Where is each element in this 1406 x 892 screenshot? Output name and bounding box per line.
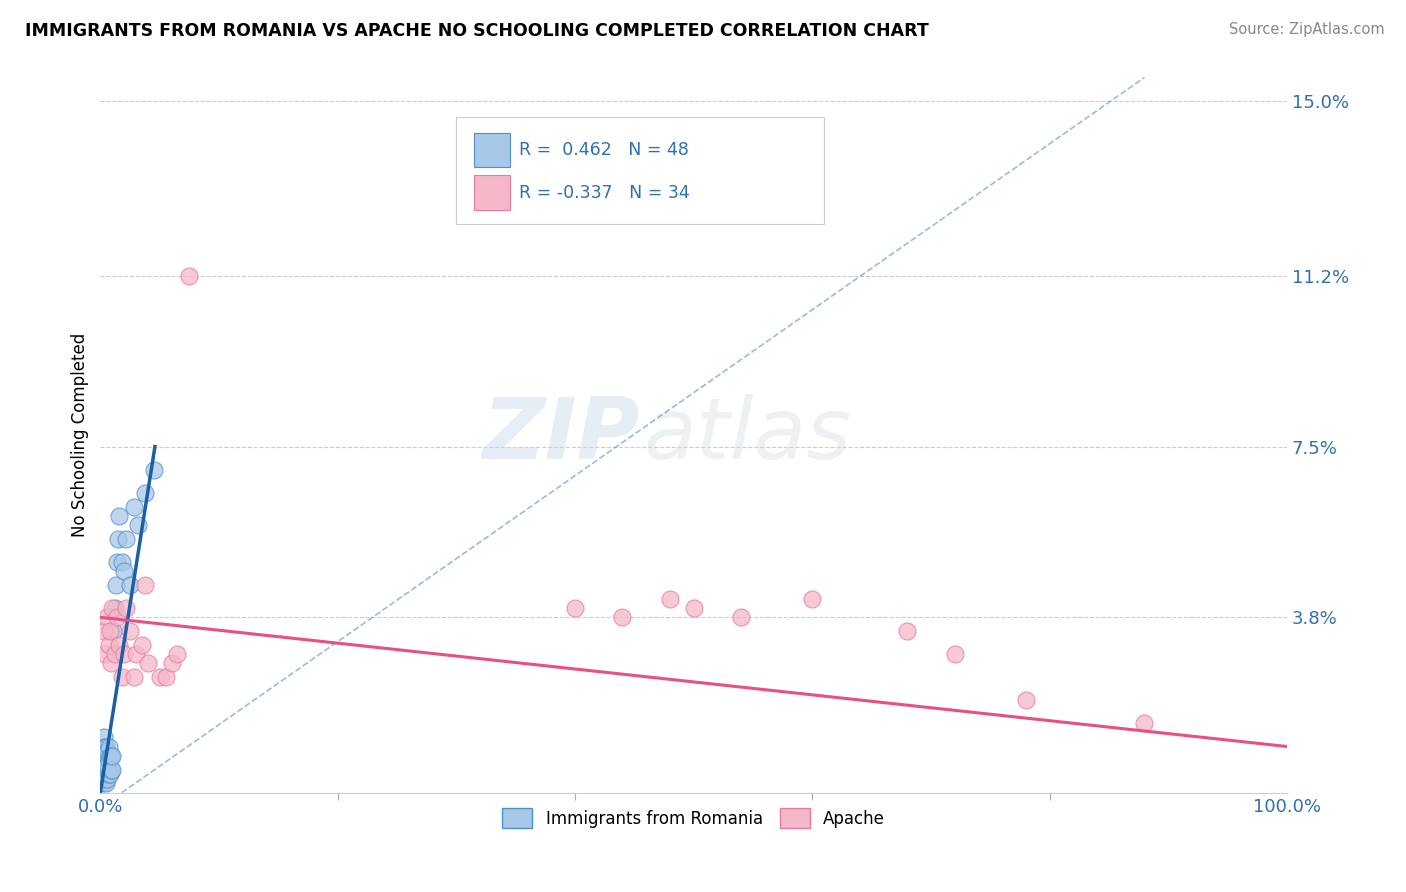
Point [91,767,114,781]
Point [96,744,118,758]
Point [101,763,124,777]
Point [103,647,125,661]
Point [115,532,138,546]
Point [142,463,165,477]
Point [91,758,114,772]
Point [564,601,586,615]
Point [112,647,135,661]
Y-axis label: No Schooling Completed: No Schooling Completed [72,333,89,537]
Point [108,508,131,523]
Point [96,767,118,781]
Text: R = -0.337   N = 34: R = -0.337 N = 34 [519,184,690,202]
Point [100,657,122,671]
Point [131,638,153,652]
Point [97,739,120,754]
Point [127,518,149,533]
Point [1015,693,1038,707]
Point [658,591,681,606]
Point [93,624,115,639]
Point [100,748,122,763]
Point [166,647,188,661]
Point [101,601,124,615]
Point [160,657,183,671]
Point [103,624,125,639]
Text: ZIP: ZIP [482,393,640,476]
Point [96,610,118,624]
Point [179,268,201,283]
Text: R =  0.462   N = 48: R = 0.462 N = 48 [519,141,689,159]
Point [730,610,752,624]
Point [115,601,138,615]
Point [149,670,172,684]
Point [612,610,634,624]
Point [98,767,121,781]
Point [98,748,121,763]
Text: Source: ZipAtlas.com: Source: ZipAtlas.com [1229,22,1385,37]
Point [96,753,118,767]
Point [90,744,112,758]
Point [90,772,112,786]
Text: atlas: atlas [644,393,852,476]
Point [96,758,118,772]
Point [136,657,159,671]
Point [682,601,704,615]
Point [122,670,145,684]
Point [90,763,112,777]
Point [94,772,117,786]
Point [98,624,121,639]
Point [91,776,114,790]
Point [125,647,148,661]
Point [943,647,966,661]
Point [103,601,125,615]
Point [93,744,115,758]
Point [97,638,120,652]
Point [155,670,177,684]
Point [105,555,128,569]
Point [105,610,128,624]
Point [896,624,918,639]
Point [97,767,120,781]
Point [1133,716,1156,731]
Point [107,532,129,546]
Point [94,647,117,661]
Point [134,578,156,592]
Point [96,776,118,790]
Point [94,739,117,754]
Point [93,772,115,786]
Point [93,731,115,745]
Point [91,748,114,763]
Text: IMMIGRANTS FROM ROMANIA VS APACHE NO SCHOOLING COMPLETED CORRELATION CHART: IMMIGRANTS FROM ROMANIA VS APACHE NO SCH… [25,22,929,40]
Point [108,638,131,652]
Point [111,555,134,569]
Legend: Immigrants from Romania, Apache: Immigrants from Romania, Apache [496,802,891,834]
Point [101,748,124,763]
Point [94,763,117,777]
FancyBboxPatch shape [474,133,510,167]
Point [90,753,112,767]
Point [104,578,127,592]
Point [94,748,117,763]
Point [111,670,134,684]
FancyBboxPatch shape [474,176,510,210]
Point [97,753,120,767]
Point [93,763,115,777]
Point [96,739,118,754]
Point [118,578,141,592]
Point [93,753,115,767]
Point [134,485,156,500]
Point [100,763,122,777]
FancyBboxPatch shape [457,117,824,224]
Point [118,624,141,639]
Point [91,739,114,754]
Point [801,591,824,606]
Point [96,772,118,786]
Point [122,500,145,514]
Point [112,564,135,578]
